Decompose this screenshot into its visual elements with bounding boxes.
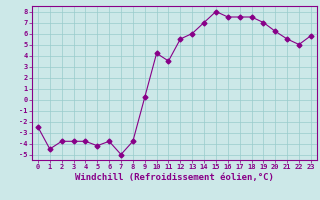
X-axis label: Windchill (Refroidissement éolien,°C): Windchill (Refroidissement éolien,°C) xyxy=(75,173,274,182)
